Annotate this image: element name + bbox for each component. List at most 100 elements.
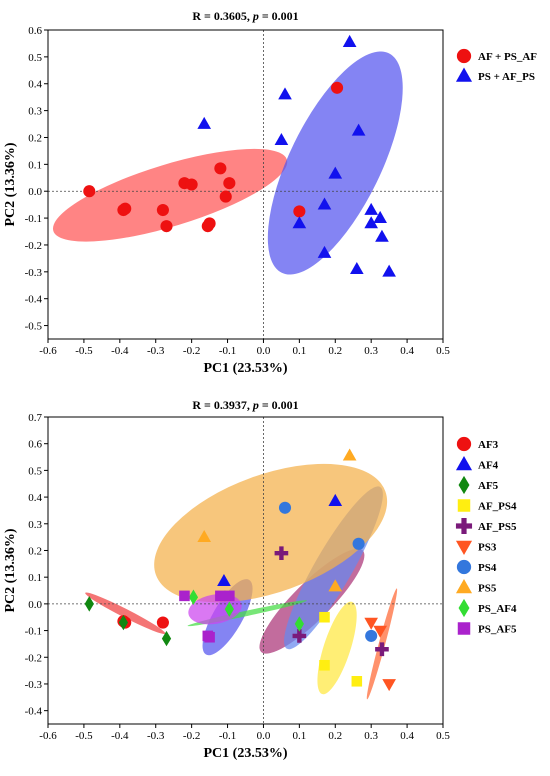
points-layer [83,34,396,277]
point-af-ps-af-5 [160,220,173,233]
legend-label-af-ps4: AF_PS4 [478,501,517,513]
point-ps-af-ps-1 [197,116,212,129]
y-tick-label: -0.4 [25,706,43,718]
point-af-ps5-3 [375,642,389,657]
point-ps5-2 [328,579,343,592]
y-tick-label: -0.5 [25,321,43,333]
legend-label-af3: AF3 [478,439,499,451]
plot-frame [47,29,444,340]
legend-marker-ps4 [456,559,472,575]
x-tick-label: 0.2 [328,345,342,357]
point-af-ps-af-11 [219,190,232,203]
point-ps3-1 [364,617,379,630]
point-af4-1 [217,574,231,587]
point-af-ps4-1 [319,611,330,623]
chart-title-prefix: R = 0.3937, [192,398,253,412]
point-af-ps5-2 [292,629,307,643]
ellipse-layer [52,51,403,275]
point-ps-af-ps-9 [349,261,364,274]
ellipse-af-ps-af [52,148,288,242]
point-af-ps-af-3 [119,202,132,215]
y-tick-label: 0.2 [28,545,42,557]
legend-marker-af-ps4 [457,499,471,512]
point-af-ps-af-10 [214,162,227,175]
y-tick-label: 0.0 [28,599,42,611]
point-ps-af-ps-13 [373,210,387,223]
chart-title: R = 0.3605, p = 0.001 [192,9,298,23]
point-ps-af-ps-11 [364,202,379,215]
legend: AF + PS_AF PS + AF_PS [455,48,537,83]
legend-marker-af4 [455,456,473,471]
x-axis-label: PC1 (23.53%) [204,361,288,376]
y-tick-label: -0.4 [25,294,43,306]
y-axis-label: PC2 (13.36%) [3,528,18,612]
point-ps-af-ps-12 [364,216,379,229]
chart-panel-1: R = 0.3605, p = 0.001 -0.6 -0.5 -0.4 -0.3 -0.… [3,9,537,376]
x-tick-label: 0.5 [436,730,450,742]
y-tick-label: 0.5 [28,465,42,477]
point-af4-2 [328,493,343,506]
legend-label-ps-af-ps: PS + AF_PS [478,71,535,83]
ellipse-ps-af5 [188,594,242,625]
chart-title: R = 0.3937, p = 0.001 [192,398,298,412]
point-af-ps5-1 [274,546,289,560]
point-af-ps-af-7 [185,178,198,191]
legend-label-ps4: PS4 [478,562,497,574]
point-af5-3 [161,630,172,647]
y-tick-label: 0.7 [28,412,42,424]
point-ps-af-ps-2 [274,133,289,146]
ellipse-layer [85,463,398,700]
legend-label-af-ps5: AF_PS5 [478,521,517,533]
ellipse-ps-af-ps [267,51,403,275]
point-af-ps-af-13 [293,205,306,218]
point-af-ps-af-1 [83,185,96,198]
point-ps-af5-5 [224,590,235,602]
y-tick-label: 0.6 [28,439,42,451]
x-tick-label: 0.2 [328,730,342,742]
x-tick-label: 0.5 [436,345,450,357]
x-tick-label: 0.0 [257,730,271,742]
legend-marker-ps-af5 [457,622,471,635]
point-ps-af5-1 [179,590,190,602]
x-tick-label: -0.6 [39,730,57,742]
x-tick-label: 0.1 [292,730,306,742]
point-af-ps4-3 [351,676,363,687]
x-tick-label: -0.5 [75,730,93,742]
y-tick-label: 0.1 [28,572,42,584]
point-ps-af-ps-10 [351,123,366,136]
chart-title-prefix: R = 0.3605, [192,9,253,23]
plot-frame [47,416,444,725]
point-ps-af-ps-14 [375,229,389,242]
legend-marker-ps3 [455,540,473,555]
y-tick-label: -0.3 [25,267,43,279]
legend-marker-ps-af-ps [455,67,473,82]
x-tick-label: -0.1 [219,345,236,357]
point-ps5-3 [342,448,357,461]
y-tick-label: -0.3 [25,679,43,691]
legend-marker-af-ps-af [456,48,472,64]
y-axis-label: PC2 (13.36%) [3,142,18,226]
legend-marker-ps-af4 [458,598,470,618]
legend-label-ps3: PS3 [478,542,497,554]
point-af-ps-af-12 [223,177,236,190]
x-axis-label: PC1 (23.53%) [204,746,288,761]
y-tick-label: 0.5 [28,52,42,64]
point-ps-af-ps-8 [342,34,357,47]
chart-title-suffix: = 0.001 [259,398,299,412]
chart-title-suffix: = 0.001 [259,9,299,23]
y-tick-label: 0.4 [28,492,42,504]
point-af5-2 [118,614,129,631]
point-ps-af4-3 [294,616,304,632]
x-tick-label: -0.3 [147,730,165,742]
legend-label-ps-af5: PS_AF5 [478,624,517,636]
ellipse-af-ps4 [317,601,357,695]
point-af-ps-af-9 [203,217,216,230]
point-af5-1 [84,596,94,612]
chart-title-p: p [252,9,259,23]
legend-label-af4: AF4 [478,460,499,472]
x-tick-label: 0.1 [292,345,306,357]
point-ps-af5-4 [215,590,226,602]
point-ps-af4-1 [188,589,199,605]
y-tick-label: -0.2 [25,652,42,664]
